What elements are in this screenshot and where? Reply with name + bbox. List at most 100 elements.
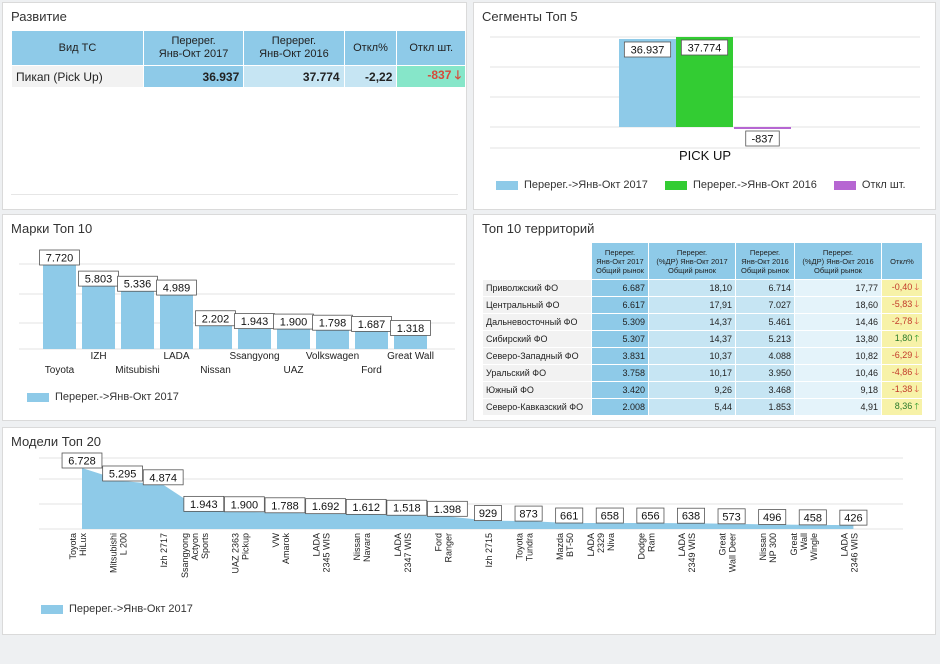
cell-value: -6,29: [891, 350, 913, 360]
cell-value: 4,91: [860, 402, 878, 412]
cell-d: 4,91: [794, 398, 882, 416]
cell-value: 18,60: [855, 300, 878, 310]
cell-d: 18,60: [794, 296, 882, 314]
segments-panel: Сегменты Топ 5 36.937 37.774 -837 PICK UP П…: [473, 2, 936, 210]
tick-label: Volkswagen: [306, 351, 359, 362]
value-2016-cell: 37.774: [243, 65, 345, 88]
cell-c: 7.027: [735, 296, 795, 314]
cell-value: 3.950: [768, 368, 791, 378]
cell-value: -4,86: [891, 367, 913, 377]
tick-label: FordRanger: [433, 533, 453, 563]
col-header-a[interactable]: Перерег. Янв-Окт 2017 Общий рынок: [591, 242, 649, 280]
table-row[interactable]: Северо-Кавказский ФО 2.008 5,44 1.853 4,91 8,…: [482, 398, 923, 416]
table-row[interactable]: Сибирский ФО 5.307 14,37 5.213 13,80 1,80 🡑: [482, 330, 923, 348]
cell-a: 5.309: [591, 313, 649, 331]
tick-label: ToyotaTundra: [515, 533, 535, 561]
col-header-2017[interactable]: Перерег. Янв-Окт 2017: [142, 30, 245, 66]
cell-name: Уральский ФО: [482, 364, 592, 382]
cell-value: Южный ФО: [486, 385, 534, 395]
legend-item-2016[interactable]: Перерег.->Янв-Окт 2016: [664, 179, 817, 191]
data-label: 656: [641, 511, 659, 523]
col-header-e[interactable]: Откл%: [881, 242, 923, 280]
models-chart: 6.728 ToyotaHiLux 5.295 MitsubishiL 200 4.87…: [39, 452, 903, 578]
cell-value: 6.687: [622, 283, 645, 293]
cell-value: -5,83: [891, 299, 913, 309]
cell-value: Дальневосточный ФО: [486, 317, 578, 327]
col-header-type[interactable]: Вид ТС: [11, 30, 144, 66]
cell-value: 3.831: [622, 351, 645, 361]
cell-name: Дальневосточный ФО: [482, 313, 592, 331]
col-header-b[interactable]: Перерег. (%ДР) Янв-Окт 2017 Общий рынок: [648, 242, 736, 280]
cell-value: 14,46: [855, 317, 878, 327]
col-header-diff[interactable]: Откл шт.: [396, 30, 466, 66]
development-header-row: Вид ТС Перерег. Янв-Окт 2017 Перерег. Ян…: [11, 30, 466, 66]
legend-item-2017[interactable]: Перерег.->Янв-Окт 2017: [27, 391, 179, 403]
col-header-pct[interactable]: Откл%: [343, 30, 398, 66]
down-arrow-icon: 🡓: [914, 350, 919, 360]
brands-panel: Марки Топ 10 7.720 Toyota 5.803 IZH 5.336 Mit…: [2, 214, 467, 421]
data-label-box: [595, 507, 624, 524]
down-arrow-icon: 🡓: [914, 299, 919, 309]
tick-label: Ford: [361, 365, 382, 376]
segments-chart: 36.937 37.774 -837 PICK UP: [490, 36, 920, 163]
tick-label: LADA2347 WIS: [393, 533, 413, 573]
data-label-box: [102, 465, 143, 482]
data-label: 4.989: [163, 283, 191, 295]
cell-c: 1.853: [735, 398, 795, 416]
cell-d: 13,80: [794, 330, 882, 348]
table-row[interactable]: Центральный ФО 6.617 17,91 7.027 18,60 -5,83 🡓: [482, 296, 923, 314]
cell-a: 6.687: [591, 279, 649, 297]
col-header-d[interactable]: Перерег. (%ДР) Янв-Окт 2016 Общий рынок: [794, 242, 882, 280]
table-row[interactable]: Северо-Западный ФО 3.831 10,37 4.088 10,82 -6…: [482, 347, 923, 365]
divider: [11, 194, 458, 195]
data-label: 1.518: [393, 503, 421, 515]
col-header-2016[interactable]: Перерег. Янв-Окт 2016: [243, 30, 345, 66]
segments-legend: Перерег.->Янв-Окт 2017 Перерег.->Янв-Окт…: [496, 179, 906, 191]
models-title: Модели Топ 20: [11, 434, 102, 449]
bar-Ford: [355, 330, 388, 349]
cell-e: 8,36 🡑: [881, 398, 923, 416]
table-row[interactable]: Южный ФО 3.420 9,26 3.468 9,18 -1,38 🡓: [482, 381, 923, 399]
cell-value: 17,91: [709, 300, 732, 310]
cell-value: 9,18: [860, 385, 878, 395]
data-label: 661: [560, 511, 578, 523]
cell-value: 1.853: [768, 402, 791, 412]
data-label-box: [345, 498, 387, 515]
tick-label: Ssangyong: [229, 351, 279, 362]
cell-value: 10,17: [709, 368, 732, 378]
cell-value: 14,37: [709, 317, 732, 327]
col-header-c[interactable]: Перерег. Янв-Окт 2016 Общий рынок: [735, 242, 795, 280]
table-row[interactable]: Пикап (Pick Up) 36.937 37.774 -2,22 -837…: [11, 65, 466, 88]
table-row[interactable]: Приволжский ФО 6.687 18,10 6.714 17,77 -0,40 🡓: [482, 279, 923, 297]
cell-b: 17,91: [648, 296, 736, 314]
tick-label: UAZ 2363Pickup: [230, 533, 250, 574]
cell-value: Центральный ФО: [486, 300, 560, 310]
data-label: 1.798: [319, 318, 347, 330]
data-label: 1.692: [312, 501, 340, 513]
data-label: 2.202: [202, 313, 230, 325]
cell-value: 10,46: [855, 368, 878, 378]
pct-cell: -2,22: [343, 65, 398, 88]
legend-item-2017[interactable]: Перерег.->Янв-Окт 2017: [41, 603, 193, 615]
tick-label: MitsubishiL 200: [109, 533, 129, 573]
data-label-1: 37.774: [688, 43, 722, 55]
cell-value: 8,36: [894, 401, 913, 411]
table-row[interactable]: Дальневосточный ФО 5.309 14,37 5.461 14,46 -2…: [482, 313, 923, 331]
cell-e: -6,29 🡓: [881, 347, 923, 365]
data-label: 1.687: [358, 319, 386, 331]
data-label-box: [514, 505, 543, 522]
data-label: 1.788: [271, 500, 299, 512]
type-cell: Пикап (Pick Up): [11, 65, 144, 88]
down-arrow-icon: 🡓: [914, 316, 919, 326]
cell-e: -1,38 🡓: [881, 381, 923, 399]
table-row[interactable]: Уральский ФО 3.758 10,17 3.950 10,46 -4,86 🡓: [482, 364, 923, 382]
legend-item-2017[interactable]: Перерег.->Янв-Окт 2017: [496, 179, 648, 191]
data-label-box: [717, 508, 746, 525]
cell-c: 5.461: [735, 313, 795, 331]
bar-Mitsubishi: [121, 290, 154, 349]
legend-item-diff[interactable]: Откл шт.: [833, 179, 906, 191]
data-label: 426: [844, 513, 862, 525]
bar-2: [734, 127, 791, 129]
data-label-box: [839, 509, 868, 526]
bar-Toyota: [43, 264, 76, 349]
